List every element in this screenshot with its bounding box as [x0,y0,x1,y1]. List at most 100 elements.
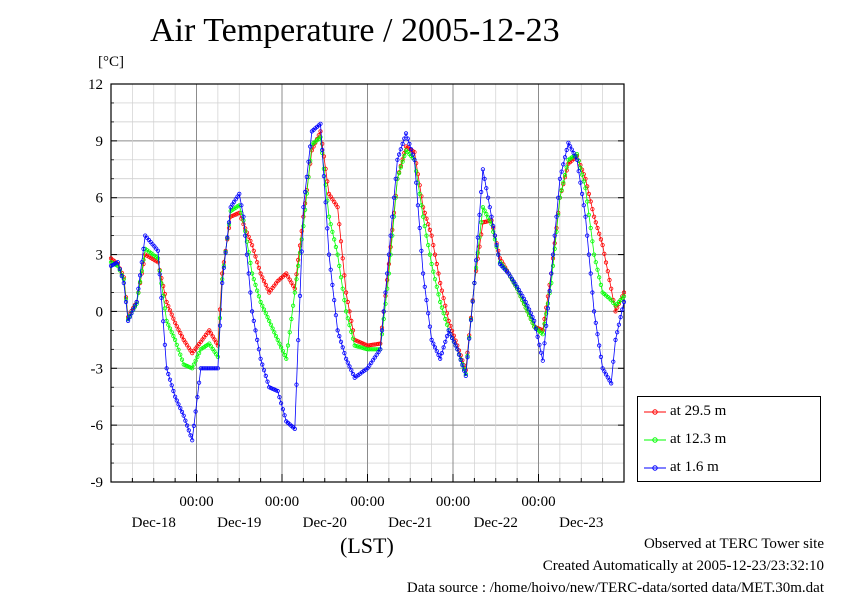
data-point [225,235,230,240]
data-point [494,243,499,248]
data-point [340,286,345,291]
data-point [243,233,248,238]
data-point [436,352,441,358]
data-point [523,299,528,305]
data-point [407,141,412,146]
data-point [258,271,263,276]
data-point [391,195,397,200]
data-point [332,297,337,303]
data-point [585,199,590,204]
data-point [167,326,173,331]
data-point [349,329,354,334]
data-point [132,303,137,308]
data-point [526,307,532,312]
data-point [458,357,463,362]
data-point [289,280,294,285]
data-point [431,269,436,274]
data-point [171,388,176,394]
data-point [223,250,228,255]
data-point [139,268,144,273]
data-point [155,248,161,253]
data-point [335,205,340,210]
data-point [250,243,255,248]
data-point [552,241,557,246]
data-point [251,318,256,323]
data-point [496,252,501,257]
data-point [549,280,554,286]
data-point [443,316,448,322]
data-point [169,312,174,317]
data-point [603,372,609,377]
data-point [179,334,185,339]
x-time-label: 00:00 [265,494,299,510]
data-point [602,369,607,374]
data-point [169,330,174,335]
data-point [398,165,403,170]
data-point [540,358,545,363]
data-point [335,252,340,257]
data-point [292,290,297,295]
data-point [544,311,549,316]
data-point [302,201,308,206]
data-point [561,162,566,167]
data-point [475,250,480,255]
data-point [593,320,598,325]
data-point [477,244,482,249]
data-point [436,292,441,297]
data-point [157,272,162,277]
data-point [545,306,551,311]
data-point [141,246,146,251]
data-point [287,330,292,335]
data-point [415,203,420,208]
data-point [167,377,173,382]
data-point [159,295,164,300]
data-point [263,311,268,316]
data-point [586,212,592,217]
data-point [480,205,485,210]
data-point [533,326,539,331]
data-point [260,275,265,280]
data-point [443,303,448,308]
data-point [265,379,270,384]
data-point [463,373,468,378]
data-point [439,350,444,356]
data-point [335,328,340,333]
data-point [431,341,436,346]
data-point [611,300,616,305]
data-point [121,280,126,286]
data-point [345,360,350,365]
data-point [159,281,164,286]
data-point [166,303,171,309]
data-point [197,350,202,356]
data-point [569,147,574,152]
data-point [491,224,496,229]
data-point [388,244,393,250]
data-point [220,280,225,286]
data-point [212,337,217,342]
data-point [429,337,434,342]
data-point [352,343,357,348]
data-point [275,388,280,394]
data-point [424,233,429,238]
data-point [193,409,198,414]
data-point [244,239,249,244]
data-point [270,326,275,331]
data-point [372,355,377,360]
data-point [595,267,600,272]
y-tick-label: -6 [91,418,104,434]
data-point [299,249,304,254]
data-point [426,243,431,248]
data-point [195,394,200,400]
data-point [396,171,402,176]
data-point [559,169,564,174]
data-point [195,354,200,359]
data-point [376,341,381,346]
data-point [294,382,299,387]
data-point [473,265,479,270]
data-point [131,307,136,312]
data-point [597,231,602,236]
y-tick-label: 3 [96,248,104,264]
data-point [185,423,190,428]
data-point [277,341,282,346]
data-point [441,296,446,301]
